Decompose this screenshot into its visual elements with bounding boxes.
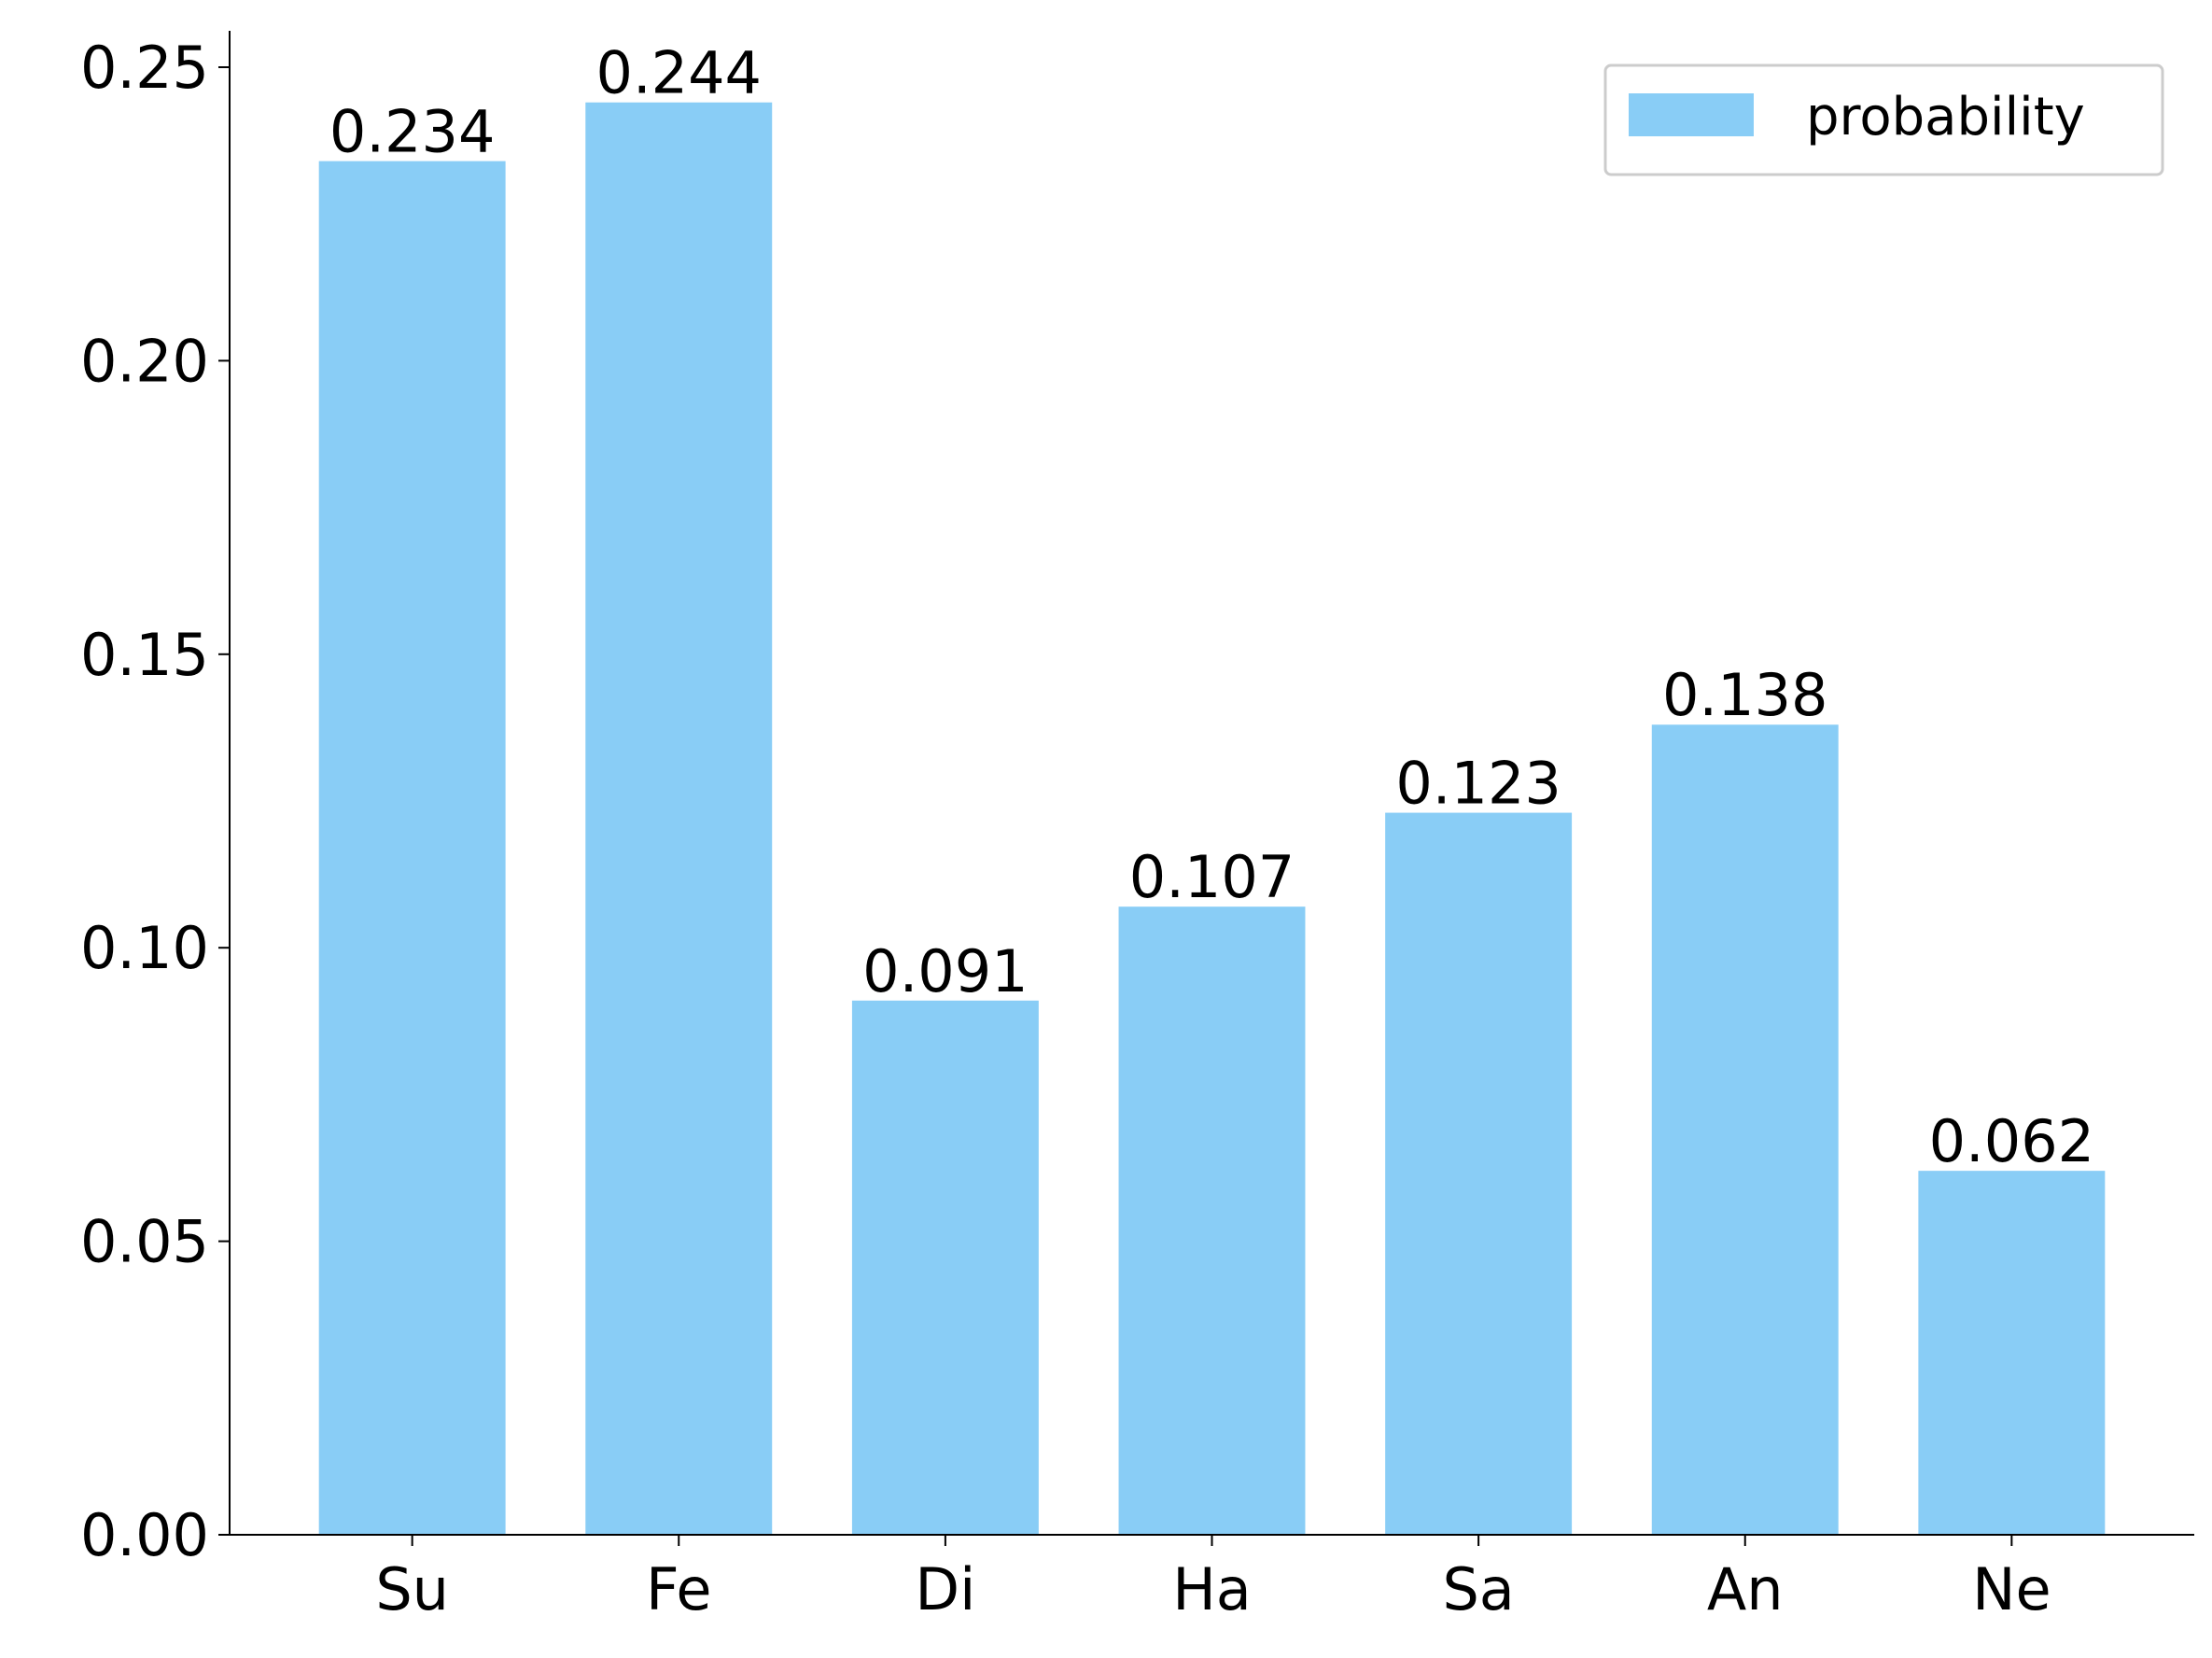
- y-tick-label: 0.00: [80, 1501, 209, 1569]
- legend-box: [1603, 63, 2164, 176]
- x-tick-label: Ha: [1172, 1555, 1252, 1623]
- x-tick-label: Su: [375, 1555, 449, 1623]
- bar: [1651, 724, 1839, 1535]
- bar: [318, 161, 506, 1535]
- legend-swatch: [1629, 93, 1754, 136]
- y-tick-label: 0.05: [80, 1208, 209, 1276]
- legend: probability: [1603, 63, 2164, 176]
- y-tick-label: 0.25: [80, 34, 209, 102]
- bar: [1385, 812, 1573, 1535]
- x-tick-label: Ne: [1972, 1555, 2051, 1623]
- y-tick-label: 0.15: [80, 621, 209, 689]
- value-label: 0.244: [596, 39, 763, 107]
- bar: [1918, 1171, 2106, 1535]
- value-label: 0.107: [1129, 843, 1295, 911]
- legend-label: probability: [1806, 87, 2085, 148]
- y-tick-label: 0.10: [80, 914, 209, 982]
- value-label: 0.138: [1662, 661, 1828, 729]
- x-tick-label: Di: [915, 1555, 975, 1623]
- value-label: 0.123: [1395, 750, 1561, 818]
- value-label: 0.091: [862, 937, 1029, 1005]
- x-tick-label: An: [1707, 1555, 1784, 1623]
- x-tick-label: Sa: [1442, 1555, 1514, 1623]
- bar: [585, 102, 773, 1536]
- bar: [1118, 906, 1306, 1535]
- value-label: 0.062: [1929, 1107, 2095, 1175]
- x-tick-label: Fe: [646, 1555, 711, 1623]
- y-tick-label: 0.20: [80, 327, 209, 395]
- bar: [851, 1000, 1039, 1535]
- value-label: 0.234: [329, 98, 496, 166]
